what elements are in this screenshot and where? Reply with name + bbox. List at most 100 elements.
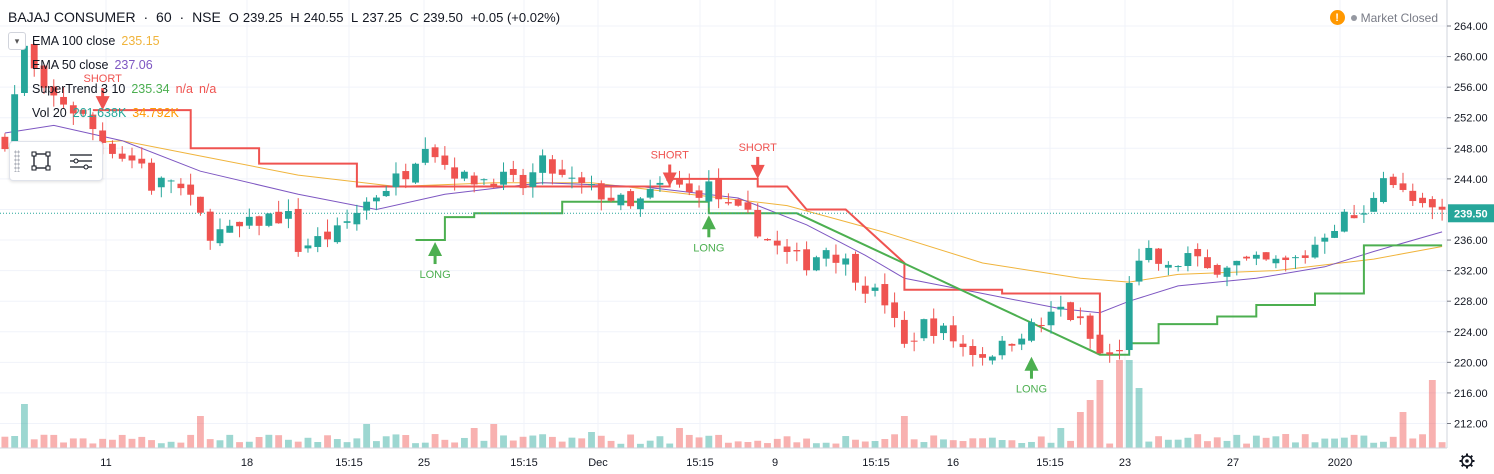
volume-bar: [695, 437, 703, 448]
candle-body: [969, 346, 977, 356]
indicator-2[interactable]: SuperTrend 3 10 235.34 n/a n/a: [8, 79, 222, 99]
candle-body: [881, 284, 889, 306]
short-arrow-icon: [662, 172, 677, 187]
candle-body: [773, 240, 781, 246]
drag-handle[interactable]: [14, 150, 20, 172]
time-tick-label: 25: [418, 457, 430, 469]
volume-bar: [1047, 442, 1055, 448]
candle-body: [1282, 257, 1290, 261]
candle-body: [1409, 190, 1417, 202]
price-axis[interactable]: 264.00 260.00 256.00 252.00 248.00 244.00 236.…: [1446, 0, 1494, 474]
volume-bar: [1204, 441, 1211, 448]
candle-body: [1155, 248, 1162, 264]
short-arrow-stem: [101, 88, 105, 98]
candle-body: [988, 356, 996, 361]
drawing-toolbar[interactable]: [9, 141, 103, 181]
candle-body: [1311, 244, 1319, 258]
volume-bar: [412, 443, 419, 448]
volume-bar: [636, 443, 644, 448]
candle-body: [314, 236, 322, 247]
indicator-0[interactable]: ▾ EMA 100 close 235.15: [8, 31, 166, 51]
candle-body: [470, 175, 478, 185]
volume-bar: [920, 442, 928, 448]
candle-body: [157, 177, 165, 188]
collapse-legend-button[interactable]: ▾: [8, 32, 26, 50]
long-arrow-stem: [1029, 369, 1033, 379]
signal-label: LONG: [419, 269, 450, 281]
volume-bar: [773, 438, 781, 448]
warning-icon[interactable]: !: [1329, 10, 1345, 25]
candle-body: [1086, 315, 1094, 339]
candle-body: [285, 211, 292, 219]
long-arrow-stem: [433, 255, 437, 265]
candle-body: [998, 340, 1006, 356]
candle-body: [343, 221, 351, 223]
candle-body: [900, 319, 908, 344]
rectangle-icon[interactable]: [28, 148, 54, 174]
short-arrow-stem: [668, 164, 672, 174]
candle-body: [861, 285, 869, 294]
indicator-value: 34.792K: [132, 106, 179, 120]
time-tick-label: 11: [100, 457, 111, 469]
candle-body: [842, 258, 850, 265]
candle-body: [1419, 197, 1426, 204]
candle-body: [764, 238, 771, 241]
long-arrow-icon: [428, 242, 443, 257]
indicator-value: 235.15: [121, 34, 160, 48]
candle-body: [206, 211, 214, 241]
candle-body: [197, 196, 204, 213]
volume-bar: [1135, 388, 1143, 448]
volume-bar: [685, 434, 693, 448]
volume-bar: [30, 439, 38, 448]
candle-body: [558, 169, 566, 175]
signal-label: SHORT: [651, 150, 690, 162]
volume-bar: [1096, 380, 1104, 448]
volume-bar: [255, 436, 263, 448]
volume-bar: [1272, 436, 1280, 448]
indicator-1[interactable]: EMA 50 close 237.06: [8, 55, 159, 75]
candle-body: [1262, 252, 1270, 260]
volume-bar: [568, 437, 576, 448]
candle-body: [1399, 183, 1407, 190]
volume-bar: [382, 436, 390, 448]
indicator-3[interactable]: Vol 20 201.638K 34.792K: [8, 103, 185, 123]
candle-body: [40, 65, 48, 88]
volume-bar: [99, 438, 107, 448]
volume-bar: [1282, 434, 1290, 448]
time-axis[interactable]: 11 18 15:15 25 15:15 Dec 15:15 9 15:15 16 15:15 23 2…: [0, 447, 1494, 474]
signal-label: SHORT: [84, 73, 123, 85]
candlesticks: [1, 35, 1446, 367]
market-status[interactable]: ! Market Closed: [1329, 10, 1438, 25]
candle-body: [509, 168, 517, 175]
volume-bar: [1340, 437, 1348, 448]
time-tick-label: 15:15: [1036, 457, 1064, 469]
ema-100-line: [4, 140, 1443, 283]
status-dot: [1350, 14, 1357, 21]
candle-body: [1301, 255, 1309, 258]
volume-bar: [314, 442, 322, 448]
lines-icon[interactable]: [68, 148, 94, 174]
volume-bar: [490, 424, 498, 448]
volume-bar: [79, 438, 87, 448]
volume-bar: [969, 438, 977, 448]
volume-bar: [1233, 434, 1241, 448]
candle-body: [852, 253, 859, 283]
supertrend-down-line: [92, 109, 1101, 355]
signal-label: LONG: [693, 242, 724, 254]
last-price-label: 239.50: [1454, 208, 1488, 220]
price-tick-label: 220.00: [1454, 357, 1488, 369]
volume-bar: [421, 442, 429, 448]
candle-body: [1438, 206, 1446, 210]
candle-body: [265, 213, 273, 226]
volume-bar: [480, 440, 488, 448]
volume-bar: [1321, 438, 1329, 448]
candle-body: [754, 209, 762, 237]
volume-bar: [656, 436, 664, 448]
settings-gear-icon[interactable]: [1459, 453, 1475, 469]
volume-bar: [666, 443, 674, 448]
candle-body: [1380, 178, 1387, 203]
volume-bar: [236, 442, 243, 448]
indicator-value: 235.34: [131, 82, 170, 96]
candle-body: [480, 179, 488, 181]
